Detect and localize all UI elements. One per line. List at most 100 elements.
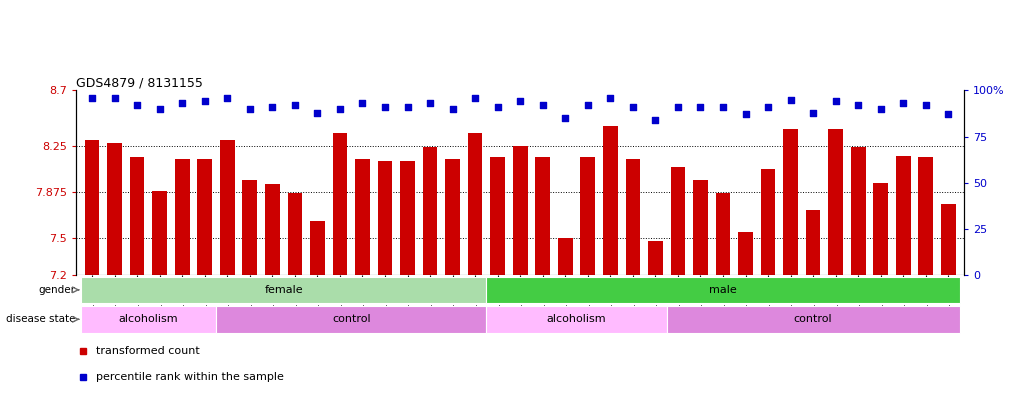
Bar xyxy=(761,169,775,275)
Point xyxy=(715,104,731,110)
Text: GSM1085690: GSM1085690 xyxy=(853,275,862,321)
Point xyxy=(152,106,168,112)
Point xyxy=(917,102,934,108)
Bar xyxy=(445,159,460,275)
Bar xyxy=(107,143,122,275)
Text: GDS4879 / 8131155: GDS4879 / 8131155 xyxy=(76,76,203,89)
Bar xyxy=(401,161,415,275)
Bar xyxy=(288,193,302,275)
Text: GSM1085700: GSM1085700 xyxy=(651,275,660,321)
Text: GSM1085675: GSM1085675 xyxy=(764,275,773,321)
Bar xyxy=(220,140,235,275)
Text: GSM1085678: GSM1085678 xyxy=(471,275,480,321)
Bar xyxy=(941,204,956,275)
Text: GSM1085673: GSM1085673 xyxy=(223,275,232,321)
Bar xyxy=(738,232,753,275)
Point xyxy=(557,115,574,121)
Point xyxy=(354,100,370,107)
Text: control: control xyxy=(332,314,370,324)
Point xyxy=(828,98,844,105)
Point xyxy=(760,104,776,110)
Bar xyxy=(874,183,888,275)
Text: GSM1085667: GSM1085667 xyxy=(696,275,705,321)
Bar xyxy=(625,159,640,275)
Bar xyxy=(896,156,910,275)
Point xyxy=(580,102,596,108)
Text: transformed count: transformed count xyxy=(96,346,199,356)
Text: GSM1085684: GSM1085684 xyxy=(560,275,570,321)
Text: GSM1085682: GSM1085682 xyxy=(516,275,525,321)
Bar xyxy=(918,157,934,275)
Bar xyxy=(175,159,189,275)
Text: GSM1085698: GSM1085698 xyxy=(200,275,210,321)
Text: GSM1085670: GSM1085670 xyxy=(403,275,412,321)
Bar xyxy=(80,306,216,332)
Text: GSM1085685: GSM1085685 xyxy=(132,275,141,321)
Bar xyxy=(80,277,486,303)
Point xyxy=(287,102,303,108)
Text: GSM1085691: GSM1085691 xyxy=(606,275,615,321)
Point xyxy=(940,111,956,118)
Bar xyxy=(805,210,821,275)
Text: GSM1085702: GSM1085702 xyxy=(921,275,931,321)
Bar xyxy=(333,134,347,275)
Bar xyxy=(265,184,280,275)
Bar xyxy=(851,147,865,275)
Point xyxy=(400,104,416,110)
Text: control: control xyxy=(794,314,833,324)
Bar xyxy=(197,159,212,275)
Text: GSM1085665: GSM1085665 xyxy=(673,275,682,321)
Text: GSM1085693: GSM1085693 xyxy=(899,275,908,321)
Bar xyxy=(377,161,393,275)
Point xyxy=(219,95,235,101)
Point xyxy=(513,98,529,105)
Bar xyxy=(242,180,257,275)
Text: alcoholism: alcoholism xyxy=(119,314,178,324)
Bar xyxy=(694,180,708,275)
Text: alcoholism: alcoholism xyxy=(547,314,606,324)
Text: female: female xyxy=(264,285,303,295)
Point xyxy=(782,96,798,103)
Text: GSM1085683: GSM1085683 xyxy=(538,275,547,321)
Bar xyxy=(486,306,667,332)
Text: GSM1085674: GSM1085674 xyxy=(448,275,457,321)
Bar xyxy=(783,129,798,275)
Text: GSM1085689: GSM1085689 xyxy=(156,275,164,321)
Text: percentile rank within the sample: percentile rank within the sample xyxy=(96,373,284,382)
Point xyxy=(535,102,551,108)
Text: GSM1085681: GSM1085681 xyxy=(110,275,119,321)
Point xyxy=(242,106,258,112)
Bar xyxy=(130,157,144,275)
Point xyxy=(895,100,911,107)
Text: GSM1085694: GSM1085694 xyxy=(267,275,277,321)
Point xyxy=(850,102,866,108)
Bar xyxy=(558,238,573,275)
Text: GSM1085666: GSM1085666 xyxy=(358,275,367,321)
Bar xyxy=(829,129,843,275)
Text: GSM1085677: GSM1085677 xyxy=(87,275,97,321)
Point xyxy=(624,104,641,110)
Point xyxy=(129,102,145,108)
Bar xyxy=(581,157,595,275)
Bar xyxy=(670,167,685,275)
Text: GSM1085688: GSM1085688 xyxy=(831,275,840,321)
Text: GSM1085668: GSM1085668 xyxy=(380,275,390,321)
Bar xyxy=(216,306,486,332)
Point xyxy=(196,98,213,105)
Text: GSM1085692: GSM1085692 xyxy=(877,275,885,321)
Point xyxy=(805,109,822,116)
Point xyxy=(107,95,123,101)
Text: GSM1085676: GSM1085676 xyxy=(786,275,795,321)
Point xyxy=(309,109,325,116)
Point xyxy=(444,106,461,112)
Text: GSM1085687: GSM1085687 xyxy=(584,275,592,321)
Text: GSM1085697: GSM1085697 xyxy=(629,275,638,321)
Text: gender: gender xyxy=(39,285,76,295)
Point xyxy=(332,106,348,112)
Bar xyxy=(310,221,324,275)
Point xyxy=(467,95,483,101)
Point xyxy=(693,104,709,110)
Point xyxy=(264,104,281,110)
Bar xyxy=(513,146,528,275)
Point xyxy=(737,111,754,118)
